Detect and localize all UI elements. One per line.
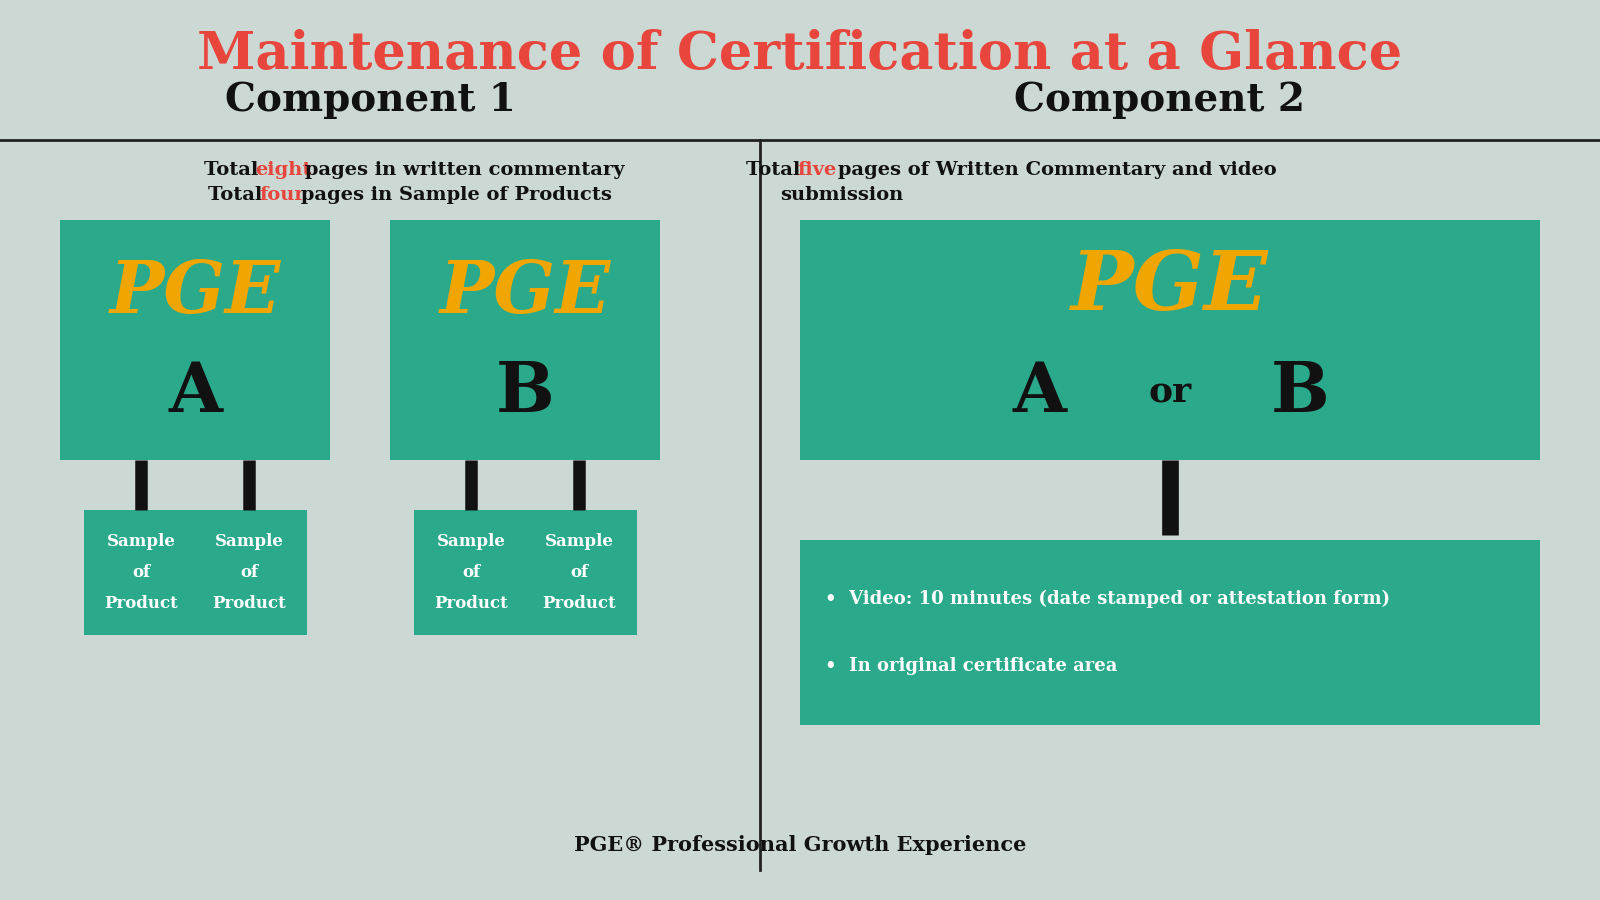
Text: B: B — [1270, 359, 1330, 427]
FancyBboxPatch shape — [522, 510, 637, 635]
Text: PGE: PGE — [109, 256, 280, 328]
Text: B: B — [496, 359, 554, 427]
Text: Component 1: Component 1 — [224, 81, 515, 119]
Text: pages of Written Commentary and video: pages of Written Commentary and video — [830, 161, 1277, 179]
Text: Total: Total — [746, 161, 806, 179]
Text: submission: submission — [781, 186, 904, 204]
Text: Sample: Sample — [214, 533, 283, 550]
Text: Total: Total — [205, 161, 266, 179]
Text: of: of — [570, 564, 589, 581]
Text: four: four — [259, 186, 306, 204]
Text: •  Video: 10 minutes (date stamped or attestation form): • Video: 10 minutes (date stamped or att… — [826, 590, 1390, 608]
Text: PGE: PGE — [440, 256, 611, 328]
Text: Product: Product — [104, 595, 178, 612]
Text: Product: Product — [542, 595, 616, 612]
Text: five: five — [797, 161, 837, 179]
Text: Total: Total — [208, 186, 270, 204]
Text: Component 2: Component 2 — [1014, 81, 1306, 119]
FancyBboxPatch shape — [61, 220, 330, 460]
Text: Product: Product — [434, 595, 507, 612]
Text: PGE: PGE — [1072, 248, 1269, 328]
Text: of: of — [131, 564, 150, 581]
FancyBboxPatch shape — [192, 510, 307, 635]
FancyBboxPatch shape — [390, 220, 661, 460]
Text: Product: Product — [213, 595, 286, 612]
Text: Sample: Sample — [544, 533, 613, 550]
Text: or: or — [1149, 376, 1192, 410]
Text: Sample: Sample — [437, 533, 506, 550]
Text: pages in written commentary: pages in written commentary — [298, 161, 624, 179]
Text: Maintenance of Certification at a Glance: Maintenance of Certification at a Glance — [197, 30, 1403, 80]
Text: of: of — [462, 564, 480, 581]
FancyBboxPatch shape — [800, 540, 1539, 725]
Text: Sample: Sample — [107, 533, 176, 550]
Text: of: of — [240, 564, 258, 581]
Text: A: A — [1013, 359, 1067, 427]
FancyBboxPatch shape — [800, 220, 1539, 460]
FancyBboxPatch shape — [413, 510, 528, 635]
Text: pages in Sample of Products: pages in Sample of Products — [293, 186, 611, 204]
Text: •  In original certificate area: • In original certificate area — [826, 657, 1117, 675]
FancyBboxPatch shape — [83, 510, 198, 635]
Text: eight: eight — [256, 161, 312, 179]
Text: A: A — [168, 359, 222, 427]
Text: PGE® Professional Growth Experience: PGE® Professional Growth Experience — [574, 835, 1026, 855]
